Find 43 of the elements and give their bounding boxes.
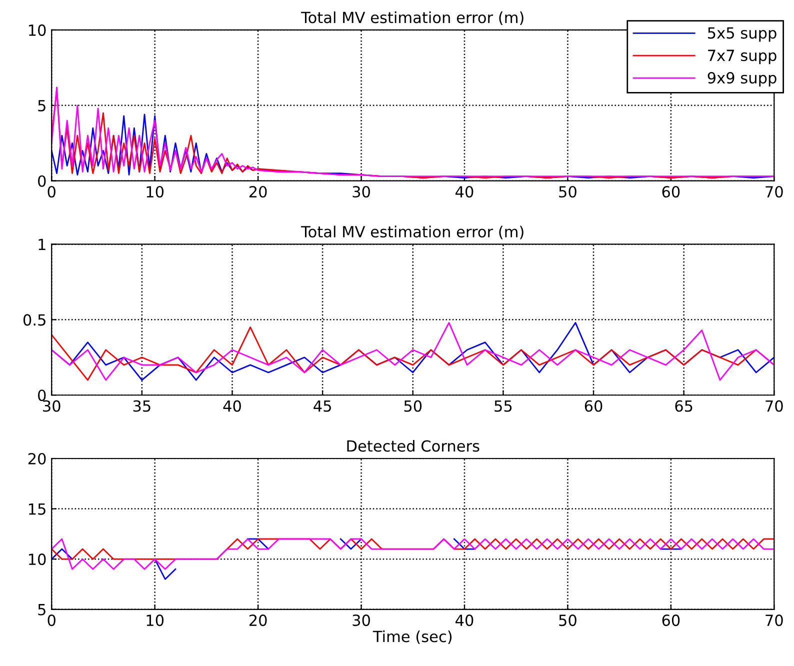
x-tick-label: 30 — [43, 400, 60, 412]
y-tick-label: 1 — [38, 238, 46, 250]
x-tick-label: 65 — [675, 400, 692, 412]
x-tick-label: 0 — [48, 186, 56, 198]
x-tick-label: 30 — [352, 614, 370, 626]
x-tick-label: 60 — [584, 400, 602, 412]
chart-title: Total MV estimation error (m) — [301, 226, 524, 240]
x-tick-label: 45 — [314, 400, 331, 412]
x-tick-label: 20 — [249, 186, 267, 198]
y-tick-label: 0.5 — [23, 314, 46, 326]
legend-label: 7x7 supp — [708, 50, 776, 64]
y-tick-label: 0 — [38, 390, 46, 402]
x-tick-label: 50 — [559, 186, 576, 198]
chart-title: Detected Corners — [347, 440, 480, 452]
x-tick-label: 40 — [456, 186, 474, 198]
y-tick-label: 0 — [38, 175, 46, 187]
x-tick-label: 60 — [662, 186, 680, 198]
x-tick-label: 55 — [494, 400, 512, 412]
x-tick-label: 10 — [146, 614, 164, 626]
y-tick-label: 15 — [28, 503, 46, 515]
x-axis-title: Time (sec) — [372, 630, 452, 644]
x-tick-label: 20 — [249, 614, 267, 626]
x-tick-label: 35 — [133, 400, 150, 412]
line-series — [52, 538, 774, 570]
chart-title: Total MV estimation error (m) — [301, 11, 524, 26]
y-tick-label: 5 — [38, 100, 46, 112]
y-tick-label: 10 — [28, 554, 46, 566]
x-tick-label: 60 — [662, 614, 680, 626]
x-tick-label: 30 — [352, 186, 370, 198]
x-tick-label: 50 — [559, 614, 576, 626]
y-tick-label: 10 — [28, 24, 46, 36]
y-tick-label: 5 — [38, 604, 46, 616]
x-tick-label: 50 — [404, 400, 422, 412]
x-tick-label: 70 — [766, 186, 783, 198]
x-tick-label: 0 — [48, 614, 56, 626]
x-tick-label: 70 — [766, 400, 783, 412]
x-tick-label: 70 — [766, 614, 783, 626]
legend-label: 5x5 supp — [708, 27, 776, 42]
x-tick-label: 40 — [223, 400, 241, 412]
y-tick-label: 20 — [28, 452, 46, 465]
legend-label: 9x9 supp — [708, 72, 776, 87]
x-tick-label: 10 — [146, 186, 164, 198]
x-tick-label: 40 — [456, 614, 474, 626]
